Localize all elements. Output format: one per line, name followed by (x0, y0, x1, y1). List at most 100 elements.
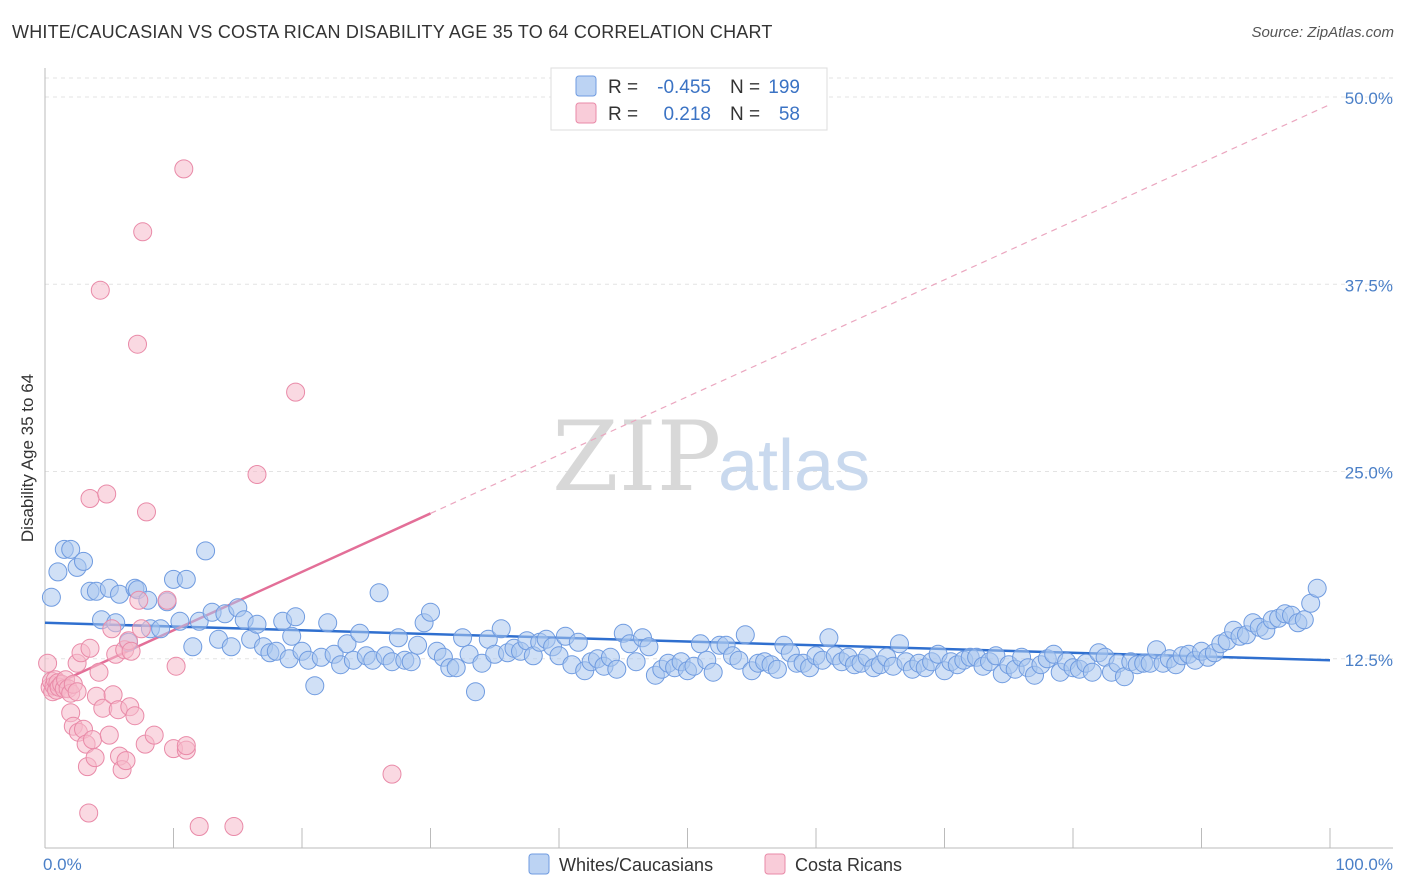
legend-r-value-1: -0.455 (657, 77, 711, 98)
white-point-52 (369, 583, 389, 603)
costa-rican-point-44 (121, 641, 141, 661)
watermark-atlas: atlas (718, 426, 870, 506)
white-point-92 (626, 652, 646, 672)
legend-r-value-2: 0.218 (663, 104, 711, 125)
white-point-42 (305, 676, 325, 696)
y-tick-label-1: 25.0% (1345, 464, 1393, 483)
costa-rican-point-45 (125, 706, 145, 726)
costa-rican-point-34 (102, 619, 122, 639)
x-tick-labels: 0.0% 100.0% (43, 855, 1393, 874)
costa-rican-point-48 (131, 619, 151, 639)
legend-r-label-1: R = (608, 77, 638, 98)
costa-rican-point-27 (85, 748, 105, 768)
white-point-109 (735, 625, 755, 645)
chart-title: WHITE/CAUCASIAN VS COSTA RICAN DISABILIT… (12, 22, 773, 42)
y-tick-labels: 12.5% 25.0% 37.5% 50.0% (1345, 89, 1393, 670)
grid-lines (45, 77, 1393, 660)
legend-n-label-1: N = (730, 77, 760, 98)
white-point-65 (453, 628, 473, 648)
costa-rican-point-64 (79, 803, 99, 823)
white-point-3 (61, 539, 81, 559)
costa-rican-point-33 (99, 725, 119, 745)
costa-rican-point-63 (224, 817, 244, 836)
data-points (38, 159, 1327, 836)
white-point-38 (282, 626, 302, 646)
white-point-28 (221, 637, 241, 657)
y-tick-label-3: 50.0% (1345, 89, 1393, 108)
costa-rican-point-55 (166, 656, 186, 676)
costa-rican-point-18 (67, 682, 87, 702)
watermark: ZIP atlas (552, 401, 870, 513)
costa-rican-point-46 (128, 334, 147, 354)
costa-rican-point-59 (189, 817, 209, 836)
legend-swatch-costa-ricans (764, 853, 786, 875)
costa-rican-point-47 (129, 590, 149, 610)
x-tick-label-1: 100.0% (1335, 855, 1393, 874)
white-point-71 (491, 619, 511, 639)
white-point-133 (890, 634, 909, 654)
legend-swatch-pink (575, 102, 597, 124)
white-point-5 (74, 551, 93, 571)
x-tick-label-0: 0.0% (43, 855, 82, 874)
white-point-22 (183, 637, 203, 657)
trend-line-costa-ricans-extension (430, 103, 1331, 514)
white-point-24 (196, 541, 216, 561)
stats-legend: R = -0.455 N = 199 R = 0.218 N = 58 (550, 67, 828, 131)
legend-label-whites: Whites/Caucasians (559, 855, 713, 875)
y-tick-label-2: 37.5% (1345, 276, 1393, 295)
white-point-102 (690, 634, 710, 654)
white-point-83 (568, 632, 588, 652)
costa-rican-point-0 (38, 653, 58, 673)
legend-swatch-whites (528, 853, 550, 875)
legend-n-label-2: N = (730, 104, 760, 125)
costa-rican-point-32 (97, 484, 117, 504)
legend-label-costa-ricans: Costa Ricans (795, 855, 902, 875)
white-point-89 (607, 659, 627, 679)
white-point-104 (703, 662, 723, 682)
costa-rican-point-30 (90, 280, 110, 300)
white-point-17 (151, 619, 171, 639)
costa-rican-point-60 (247, 465, 267, 484)
white-point-108 (729, 650, 749, 670)
white-point-20 (170, 611, 190, 631)
white-point-49 (350, 623, 370, 643)
costa-rican-point-29 (89, 662, 109, 682)
white-point-114 (767, 659, 787, 679)
white-point-47 (337, 634, 357, 654)
costa-rican-point-25 (80, 489, 100, 508)
legend-swatch-blue (575, 75, 597, 97)
costa-rican-point-58 (176, 736, 196, 756)
costa-rican-point-51 (137, 502, 156, 522)
legend-n-value-1: 199 (768, 77, 800, 98)
y-axis-label: Disability Age 35 to 64 (18, 374, 37, 542)
costa-rican-point-49 (133, 222, 153, 242)
legend-r-label-2: R = (608, 104, 638, 125)
white-point-32 (247, 614, 267, 634)
white-point-67 (466, 682, 485, 702)
legend-box (550, 67, 828, 131)
costa-rican-point-56 (174, 159, 194, 179)
watermark-zip: ZIP (552, 401, 721, 513)
costa-rican-point-24 (80, 638, 100, 658)
series-legend: Whites/Caucasians Costa Ricans (528, 853, 902, 875)
costa-rican-point-26 (83, 730, 102, 750)
white-point-58 (408, 635, 428, 655)
axes (44, 68, 1393, 849)
white-point-196 (1294, 610, 1314, 630)
white-point-122 (819, 628, 839, 648)
white-point-44 (318, 613, 338, 633)
y-tick-label-0: 12.5% (1345, 651, 1393, 670)
white-point-64 (446, 658, 466, 678)
white-point-57 (401, 652, 421, 672)
white-point-23 (189, 611, 209, 631)
costa-rican-point-53 (157, 590, 177, 610)
costa-rican-point-61 (286, 382, 306, 402)
white-point-94 (639, 637, 659, 657)
white-point-0 (41, 587, 61, 607)
white-point-39 (286, 607, 306, 627)
costa-rican-point-52 (144, 725, 164, 745)
legend-n-value-2: 58 (779, 104, 800, 125)
white-point-163 (1082, 662, 1102, 682)
white-point-1 (48, 562, 68, 582)
